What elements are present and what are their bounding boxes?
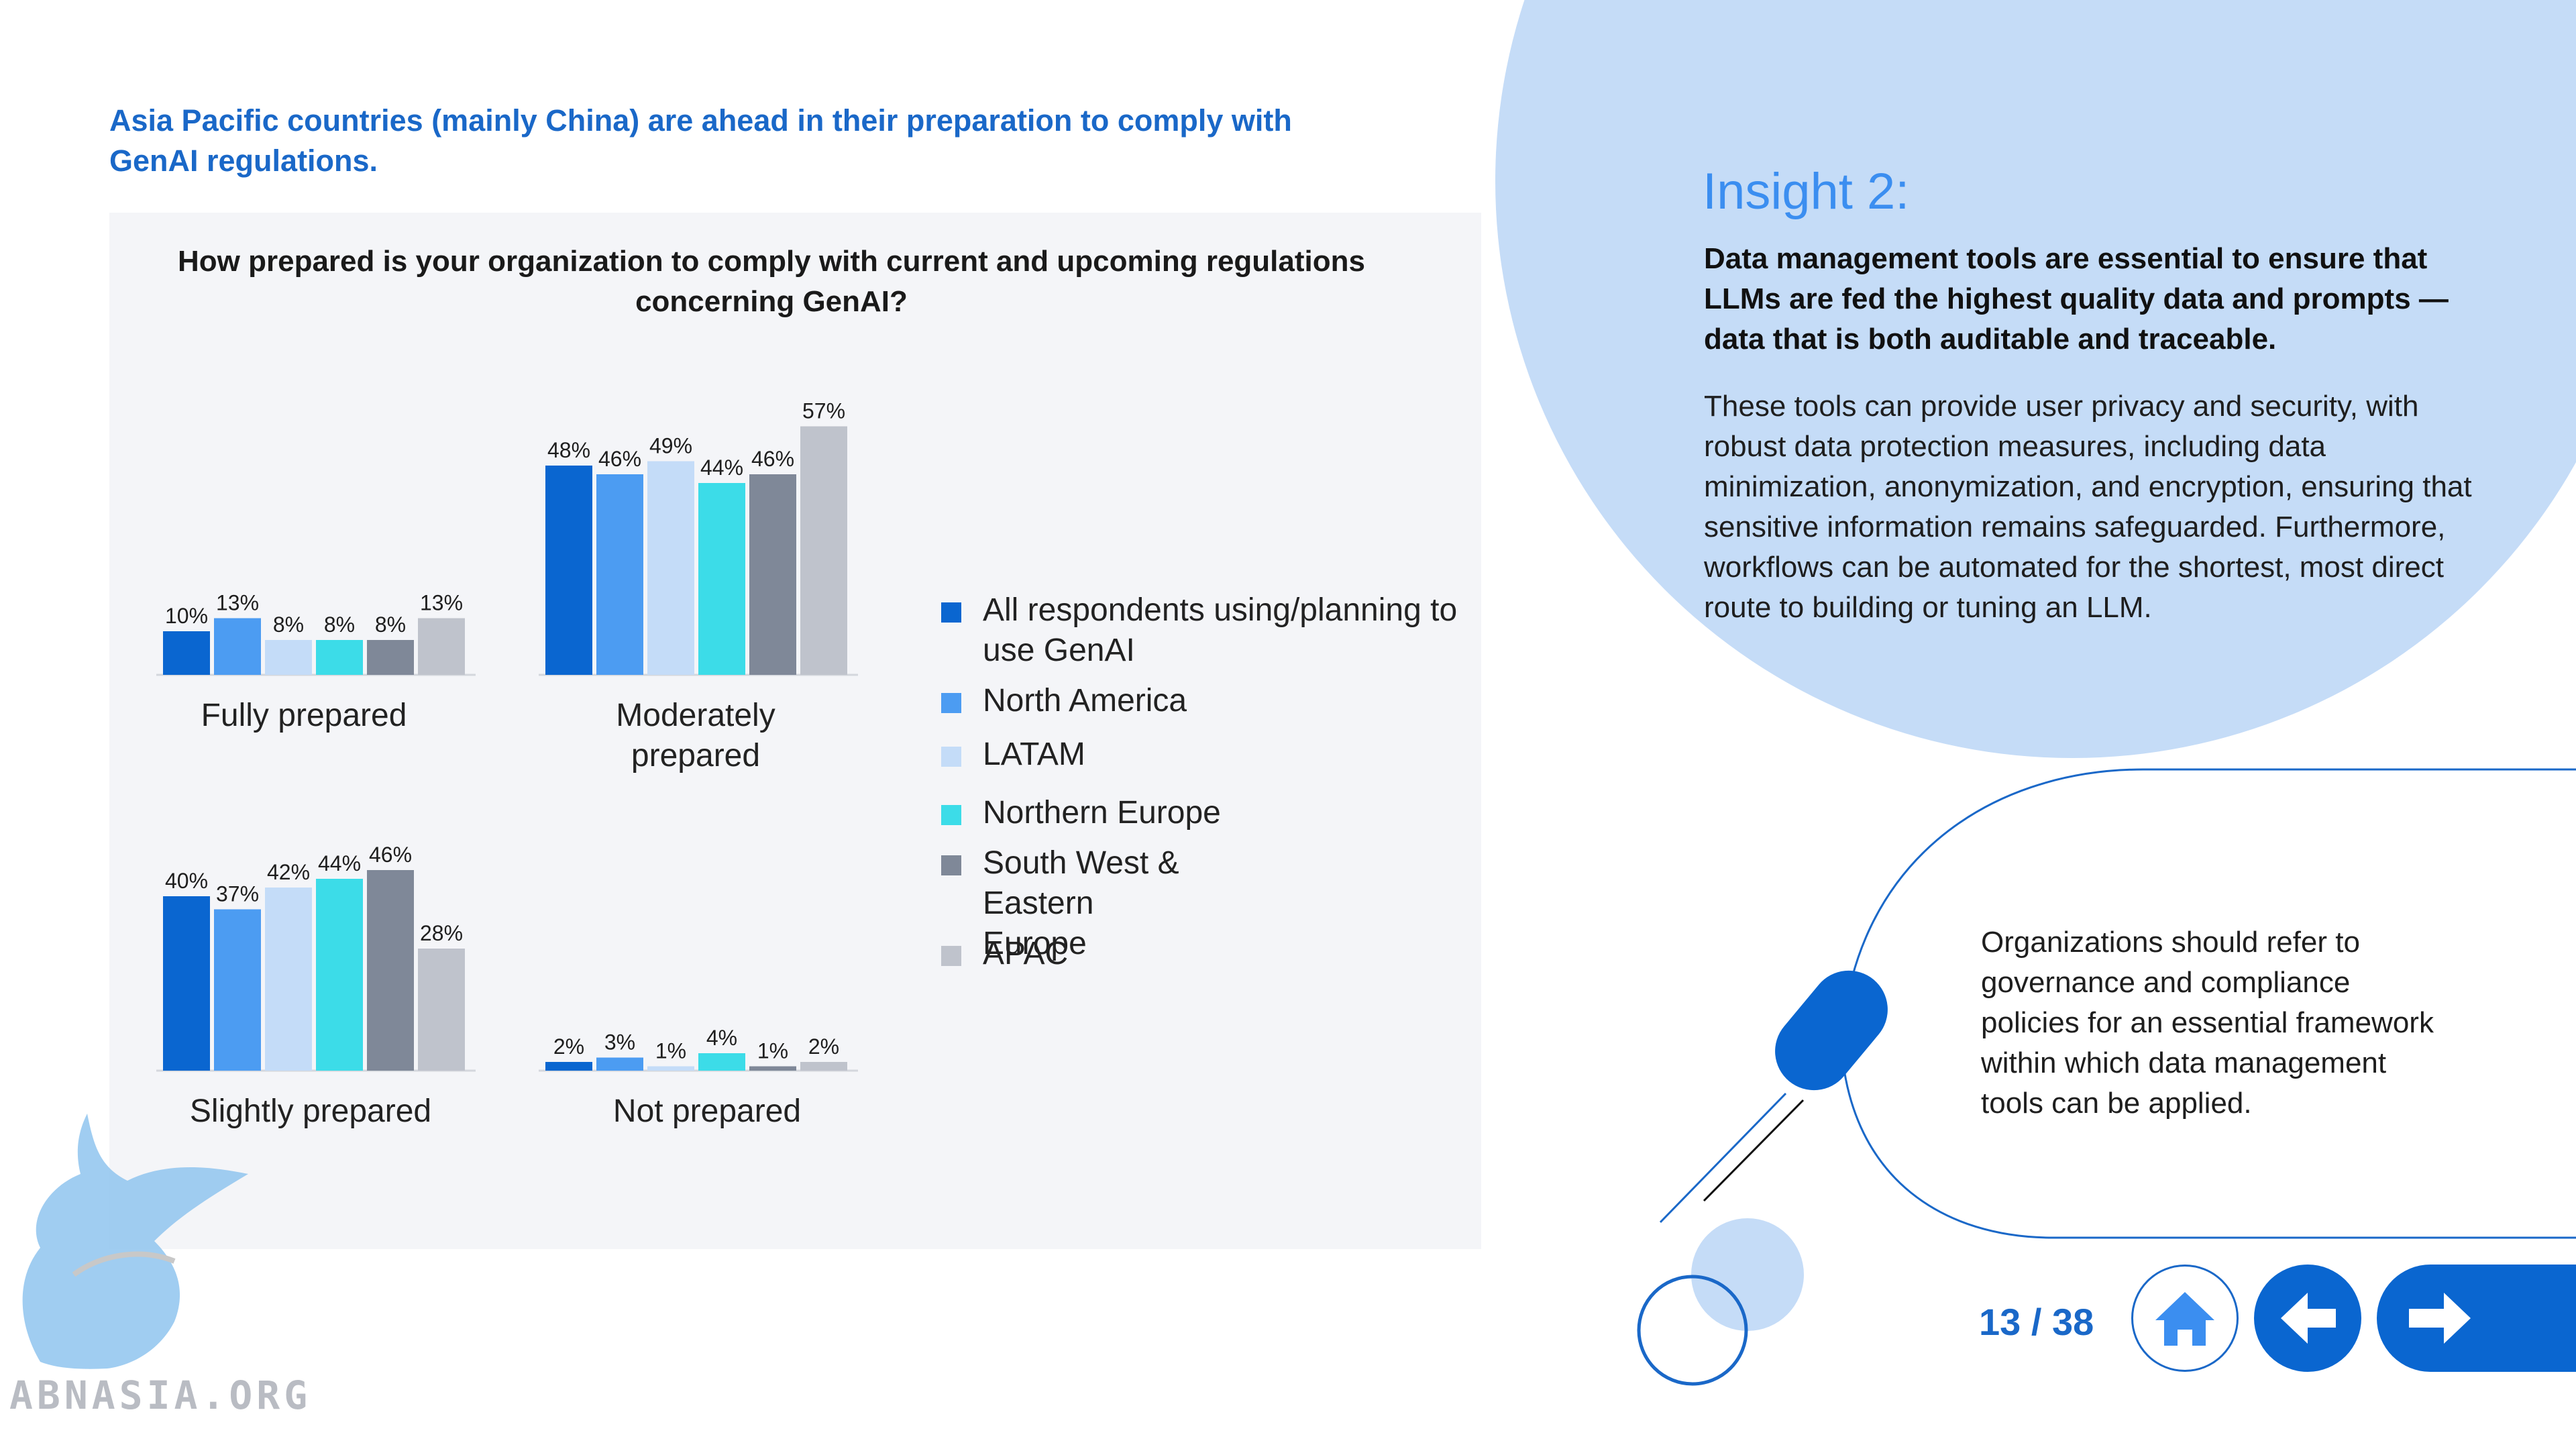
- data-label: 8%: [324, 612, 355, 637]
- watermark-text: ABNASIA.ORG: [9, 1373, 312, 1418]
- headline: Asia Pacific countries (mainly China) ar…: [109, 103, 1292, 178]
- chart-title: How prepared is your organization to com…: [178, 245, 1365, 318]
- data-label: 1%: [757, 1039, 788, 1063]
- bar: [596, 1057, 643, 1071]
- bar: [214, 909, 261, 1071]
- category-label: Moderately: [616, 698, 775, 733]
- legend-label: All respondents using/planning to use Ge…: [983, 592, 1458, 668]
- bar: [647, 1066, 694, 1071]
- arrow-right-icon: [2409, 1293, 2471, 1344]
- legend-label: South West & Eastern Europe: [983, 845, 1179, 961]
- data-label: 44%: [700, 455, 743, 480]
- data-label: 13%: [420, 591, 463, 615]
- arrow-left-icon: [2281, 1293, 2336, 1344]
- data-label: 40%: [165, 869, 208, 893]
- bar: [163, 631, 210, 675]
- bar: [316, 879, 363, 1071]
- bar: [647, 461, 694, 675]
- bar-chart: 10% 13% 8% 8% 8% 13% Fully prepared 48% 46% 49% 44…: [156, 399, 858, 1129]
- next-button[interactable]: [2377, 1265, 2576, 1372]
- home-button[interactable]: [2131, 1265, 2239, 1372]
- data-label: 1%: [655, 1039, 686, 1063]
- griffin-logo: [22, 1114, 249, 1369]
- category-label: Not prepared: [613, 1093, 801, 1129]
- insight-body: These tools can provide user privacy and…: [1704, 390, 2472, 624]
- data-label: 42%: [267, 860, 310, 884]
- legend-swatch: [941, 602, 961, 623]
- home-icon: [2155, 1292, 2214, 1346]
- legend-swatch: [941, 693, 961, 713]
- data-label: 46%: [598, 447, 641, 471]
- bar: [265, 888, 312, 1071]
- legend-swatch: [941, 946, 961, 966]
- bar: [265, 640, 312, 675]
- data-label: 8%: [375, 612, 406, 637]
- bar: [418, 618, 465, 675]
- data-label: 48%: [547, 438, 590, 462]
- callout-text: Organizations should refer to governance…: [1981, 926, 2434, 1120]
- data-label: 49%: [649, 434, 692, 458]
- data-label: 44%: [318, 851, 361, 875]
- bar: [596, 474, 643, 675]
- data-label: 46%: [369, 843, 412, 867]
- bar: [367, 870, 414, 1071]
- chart-panel: [109, 213, 1481, 1249]
- data-label: 10%: [165, 604, 208, 628]
- data-label: 57%: [802, 399, 845, 423]
- insight-lead: Data management tools are essential to e…: [1704, 242, 2449, 356]
- legend-label: LATAM: [983, 737, 1085, 772]
- legend-swatch: [941, 805, 961, 825]
- category-label: Fully prepared: [201, 698, 407, 733]
- bar: [545, 1062, 592, 1071]
- legend-swatch: [941, 747, 961, 767]
- category-label: Slightly prepared: [190, 1093, 431, 1129]
- bar: [316, 640, 363, 675]
- bar: [698, 1053, 745, 1071]
- data-label: 2%: [553, 1034, 584, 1059]
- bar: [163, 896, 210, 1071]
- bar: [545, 466, 592, 675]
- previous-button[interactable]: [2254, 1265, 2361, 1372]
- insight-title: Insight 2:: [1703, 163, 1910, 220]
- data-label: 3%: [604, 1030, 635, 1055]
- data-label: 37%: [216, 882, 259, 906]
- bar: [367, 640, 414, 675]
- data-label: 28%: [420, 921, 463, 945]
- bar: [800, 426, 847, 675]
- legend-label: APAC: [983, 936, 1069, 971]
- page-number: 13 / 38: [1979, 1301, 2094, 1343]
- data-label: 2%: [808, 1034, 839, 1059]
- legend-label: Northern Europe: [983, 795, 1221, 830]
- data-label: 13%: [216, 591, 259, 615]
- bar: [800, 1062, 847, 1071]
- bar: [418, 949, 465, 1071]
- category-label: prepared: [631, 738, 760, 773]
- data-label: 4%: [706, 1026, 737, 1050]
- legend-label: North America: [983, 683, 1187, 718]
- bar: [698, 483, 745, 675]
- data-label: 8%: [273, 612, 304, 637]
- legend-swatch: [941, 855, 961, 875]
- bar: [749, 474, 796, 675]
- bar: [214, 618, 261, 675]
- bar: [749, 1066, 796, 1071]
- data-label: 46%: [751, 447, 794, 471]
